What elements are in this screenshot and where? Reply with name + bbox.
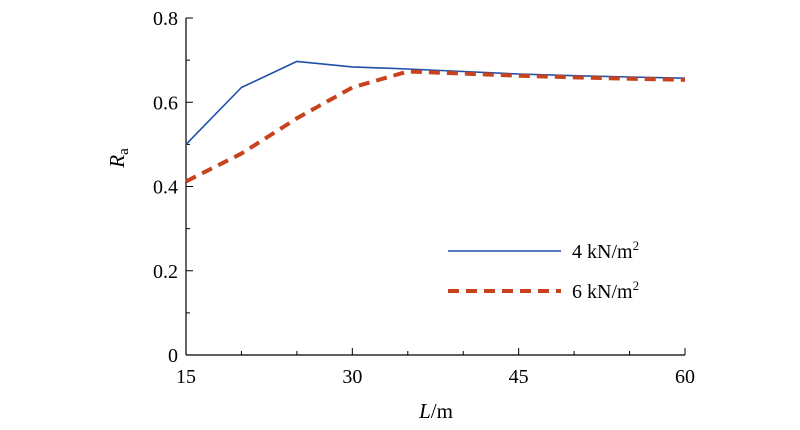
y-tick-label: 0.6 bbox=[153, 92, 178, 114]
x-tick-label: 15 bbox=[176, 366, 196, 388]
series-line-2 bbox=[185, 69, 686, 184]
axes bbox=[185, 18, 685, 356]
x-tick-label: 30 bbox=[342, 366, 362, 388]
x-tick-label: 60 bbox=[675, 366, 695, 388]
x-axis-ticks: 15 30 45 60 bbox=[176, 348, 695, 388]
y-tick-label: 0.4 bbox=[153, 177, 178, 199]
series-line-1 bbox=[185, 60, 686, 145]
legend: 4 kN/m2 6 kN/m2 bbox=[448, 238, 639, 303]
legend-label-series-2: 6 kN/m2 bbox=[572, 278, 639, 303]
x-axis-title: L/m bbox=[418, 399, 453, 423]
x-tick-label: 45 bbox=[509, 366, 529, 388]
series-group bbox=[185, 60, 686, 184]
y-axis-ticks: 0 0.2 0.4 0.6 0.8 bbox=[153, 8, 193, 367]
y-tick-label: 0 bbox=[168, 345, 178, 367]
y-tick-label: 0.8 bbox=[153, 8, 178, 30]
y-tick-label: 0.2 bbox=[153, 261, 178, 283]
y-axis-title: Ra bbox=[105, 148, 132, 169]
legend-label-series-1: 4 kN/m2 bbox=[572, 238, 639, 263]
